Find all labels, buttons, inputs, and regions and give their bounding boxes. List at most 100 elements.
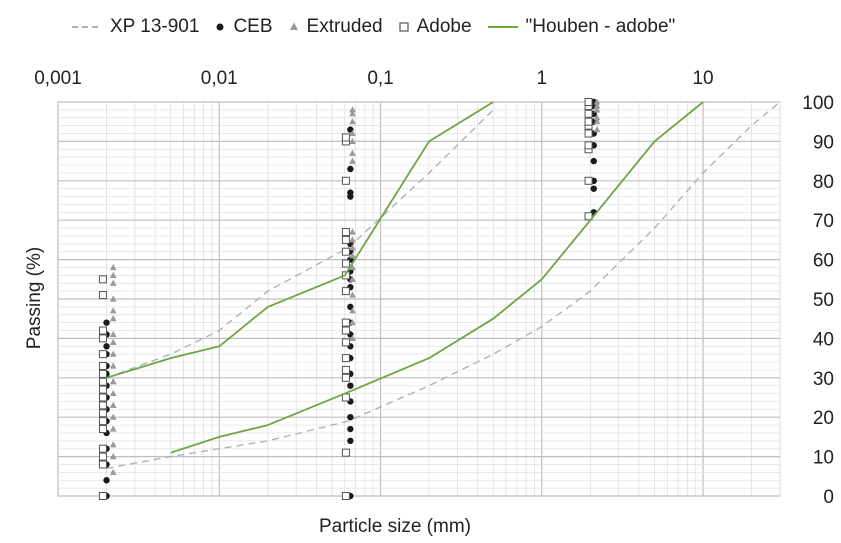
extruded-point <box>593 102 601 109</box>
extruded-point <box>349 291 356 298</box>
y-tick-label: 40 <box>813 329 834 350</box>
extruded-point <box>109 315 117 322</box>
extruded-point <box>109 295 117 302</box>
extruded-point <box>349 106 356 113</box>
extruded-point <box>349 307 356 314</box>
adobe-point <box>98 377 107 386</box>
adobe-point <box>341 326 350 335</box>
extruded-point <box>349 252 356 259</box>
legend-label-houben: "Houben - adobe" <box>525 16 676 37</box>
adobe-point <box>341 354 350 363</box>
adobe-point <box>98 326 107 335</box>
ceb-point <box>347 165 354 173</box>
y-tick-label: 20 <box>813 408 834 429</box>
extruded-point <box>593 98 601 105</box>
adobe-point <box>341 176 350 185</box>
adobe-point <box>341 365 350 374</box>
adobe-point <box>341 448 350 457</box>
x-tick-label: 0,1 <box>367 68 393 89</box>
legend-item-adobe: Adobe <box>397 16 472 38</box>
legend-filled-circle-icon <box>216 23 224 31</box>
extruded-point <box>109 401 117 408</box>
adobe-point <box>98 361 107 370</box>
y-tick-label: 50 <box>813 290 834 311</box>
legend-label-ceb: CEB <box>233 16 273 37</box>
ceb-point <box>103 477 110 484</box>
legend-label-xp: XP 13-901 <box>110 16 200 37</box>
chart-legend: XP 13-901 CEB Extruded Adobe "Houben - a… <box>70 16 675 38</box>
extruded-point <box>109 468 117 475</box>
extruded-point <box>109 350 117 357</box>
legend-dashed-line-icon <box>72 26 102 28</box>
y-tick-label: 60 <box>813 251 834 272</box>
extruded-point <box>109 338 117 345</box>
adobe-point <box>584 212 593 221</box>
adobe-point <box>584 129 593 138</box>
adobe-point <box>98 460 107 469</box>
adobe-point <box>341 133 350 142</box>
ceb-point <box>347 382 354 389</box>
extruded-point <box>109 263 117 271</box>
x-tick-label: 10 <box>692 68 713 89</box>
extruded-point <box>349 118 356 125</box>
adobe-point <box>98 291 107 300</box>
y-tick-label: 70 <box>813 211 834 232</box>
houben-curve-line <box>170 101 704 454</box>
extruded-point <box>109 362 117 369</box>
adobe-point <box>584 117 593 126</box>
adobe-point <box>98 385 107 394</box>
extruded-point <box>109 389 117 397</box>
adobe-point <box>584 109 593 118</box>
legend-triangle-icon <box>289 22 298 30</box>
adobe-point <box>98 444 107 453</box>
extruded-point <box>349 275 356 282</box>
y-axis-label: Passing (%) <box>24 247 45 349</box>
adobe-point <box>98 417 107 426</box>
legend-solid-line-icon <box>487 26 518 28</box>
extruded-point <box>349 110 356 117</box>
adobe-point <box>584 176 593 185</box>
extruded-point <box>109 307 117 314</box>
adobe-point <box>98 409 107 418</box>
legend-item-xp: XP 13-901 <box>70 16 199 38</box>
extruded-point <box>349 137 356 144</box>
extruded-point <box>109 413 117 420</box>
houben-curve-line <box>106 101 494 379</box>
x-axis-label: Particle size (mm) <box>319 516 471 537</box>
extruded-point <box>349 263 356 271</box>
y-tick-label: 100 <box>802 93 834 114</box>
adobe-point <box>341 228 350 237</box>
adobe-point <box>341 373 350 382</box>
adobe-point <box>341 287 350 296</box>
extruded-point <box>593 114 601 121</box>
series-layer <box>98 98 781 500</box>
adobe-point <box>98 492 107 500</box>
extruded-point <box>349 236 356 243</box>
extruded-point <box>349 129 356 137</box>
adobe-point <box>98 369 107 378</box>
adobe-point <box>98 393 107 402</box>
x-tick-label: 0,01 <box>201 68 238 89</box>
adobe-point <box>98 275 107 284</box>
extruded-point <box>593 106 601 113</box>
adobe-point <box>341 318 350 327</box>
ceb-point <box>347 425 354 433</box>
adobe-point <box>341 235 350 244</box>
adobe-point <box>98 334 107 343</box>
ceb-point <box>347 437 354 445</box>
extruded-point <box>593 125 601 133</box>
adobe-point <box>584 141 593 150</box>
extruded-point <box>109 441 117 448</box>
extruded-point <box>109 330 117 338</box>
extruded-point <box>349 157 356 164</box>
ceb-point <box>103 343 110 350</box>
adobe-point <box>98 350 107 359</box>
ceb-point <box>590 157 597 165</box>
xp-curve-line <box>106 101 781 470</box>
y-tick-label: 90 <box>813 132 834 153</box>
xp-curve-line <box>106 109 494 379</box>
extruded-point <box>349 149 356 156</box>
